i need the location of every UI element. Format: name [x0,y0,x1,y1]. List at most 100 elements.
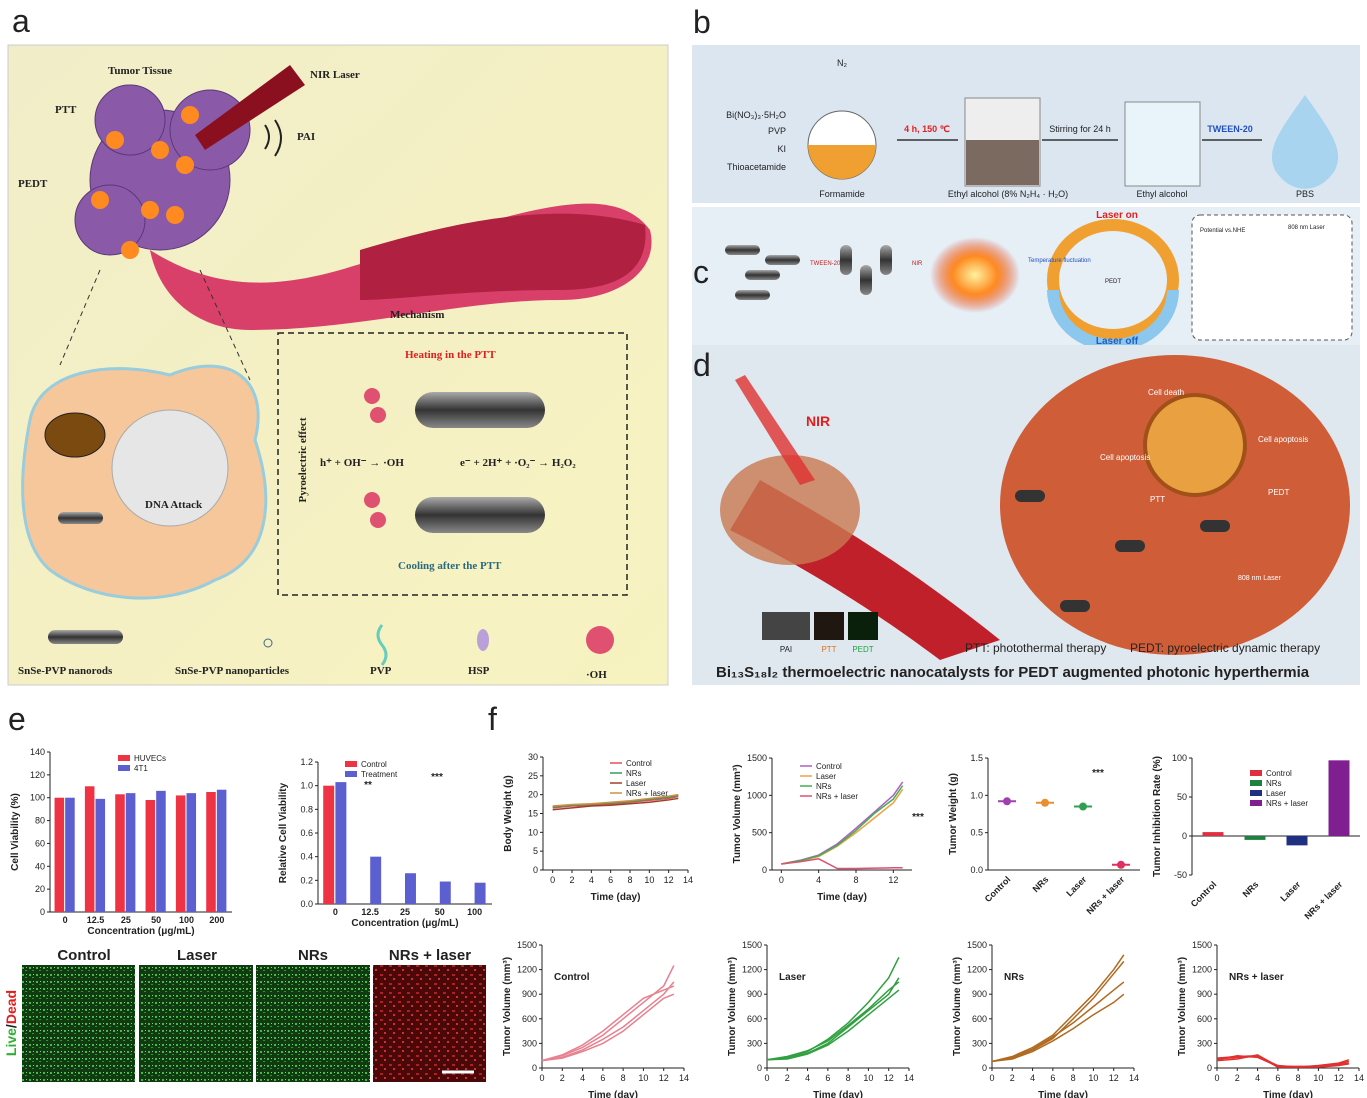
legend-label: Control [626,759,652,768]
y-tick-label: 1000 [747,790,767,800]
nucleus [1143,393,1247,497]
bar [370,856,382,904]
x-tick-label: 12 [888,875,898,885]
series-line [766,989,900,1061]
x-tick-label: 6 [825,1073,830,1083]
x-tick-label: 8 [627,875,632,885]
chart-title: Control [554,972,590,983]
x-tick-label: 8 [853,875,858,885]
x-tick-label: NRs [1241,879,1261,899]
label: PEDT: pyroelectric dynamic therapy [1130,641,1320,655]
label: Potential vs.NHE [1200,228,1245,234]
nucleus [111,409,229,527]
label: NIR [912,261,923,267]
legend-swatch [118,755,130,761]
y-tick-label: 50 [1177,792,1187,802]
y-tick-label: 600 [1197,1014,1212,1024]
label: NIR Laser [310,69,360,81]
y-tick-label: 1200 [517,965,537,975]
panel-letter: a [12,3,30,39]
panel-letter: f [488,701,497,737]
y-tick-label: 100 [30,793,45,803]
y-axis-label: Tumor Weight (g) [948,773,959,855]
bar [95,798,106,912]
image [373,965,486,1082]
label: Mechanism [390,309,444,321]
y-tick-label: 40 [35,861,45,871]
panel-letter: e [8,701,26,737]
x-tick-label: 4 [1030,1073,1035,1083]
x-tick-label: 2 [569,875,574,885]
label: 808 nm Laser [1288,225,1325,231]
y-tick-label: 0 [40,907,45,917]
x-tick-label: Laser [1278,879,1302,903]
y-tick-label: 0 [762,865,767,875]
legend-label: NRs + laser [626,789,668,798]
x-axis-label: Concentration (μg/mL) [351,918,458,929]
microscopy: Control Laser NRs NRs + laser Live/Dead [3,947,486,1082]
drop [1271,95,1339,189]
legend-swatch [118,765,130,771]
bar [335,782,347,904]
legend-label: NRs + laser [816,792,858,801]
label: Heating in the PTT [405,349,496,361]
y-tick-label: 0 [757,1063,762,1073]
stain-dead: Dead [3,990,19,1024]
x-tick-label: 50 [151,915,161,925]
y-tick-label: 600 [972,1014,987,1024]
legend-label: Control [361,760,387,769]
label: NIR [806,413,830,429]
x-tick-label: 0 [1214,1073,1219,1083]
y-tick-label: 0.0 [300,899,313,909]
label: Stirring for 24 h [1049,124,1111,134]
legend-label: Laser [816,772,836,781]
x-tick-label: 14 [1354,1073,1364,1083]
cell [1000,355,1350,655]
equation: e⁻ + 2H⁺ + ·O₂⁻ → H₂O₂ [460,457,576,469]
label: 808 nm Laser [1238,575,1281,582]
bar [145,800,156,912]
bar [474,882,486,904]
y-tick-label: 0 [1207,1063,1212,1073]
series-line [781,858,903,870]
legend-label: NRs + laser [1266,799,1308,808]
panel-letter: b [693,4,711,40]
x-tick-label: 12.5 [87,915,105,925]
zoom-line [59,269,101,366]
label: PEDT [852,645,873,654]
x-tick-label: Control [983,874,1013,904]
vessel-lumen [360,213,646,300]
legend-label: HSP [468,665,490,677]
x-tick-label: 0 [550,875,555,885]
annotation: ** [364,780,372,791]
x-tick-label: 6 [600,1073,605,1083]
bar [206,792,216,912]
x-tick-label: 100 [179,915,194,925]
dot [1079,802,1087,811]
legend-swatch [345,771,357,777]
series-line [1216,1055,1349,1068]
y-tick-label: 1.2 [300,757,313,767]
rods [725,245,892,300]
bar [54,797,65,912]
x-tick-label: 2 [785,1073,790,1083]
legend-label: SnSe-PVP nanorods [18,665,113,677]
bar [65,797,75,912]
y-tick-label: 900 [972,989,987,999]
x-tick-label: 10 [1313,1073,1323,1083]
bar [1328,760,1350,836]
panel-letter: d [693,347,711,383]
label: Formamide [819,189,865,199]
label: PTT [821,645,836,654]
label: PBS [1296,189,1314,199]
legend-label: HUVECs [134,754,166,763]
legend-label: SnSe-PVP nanoparticles [175,665,290,677]
series-line [1216,1054,1350,1068]
y-axis-label: Tumor Volume (mm³) [952,957,963,1056]
laser [195,65,305,150]
x-tick-label: 8 [846,1073,851,1083]
y-tick-label: 1500 [747,753,767,763]
label: Cell apoptosis [1100,453,1150,462]
bar [323,785,335,904]
y-tick-label: 300 [522,1038,537,1048]
